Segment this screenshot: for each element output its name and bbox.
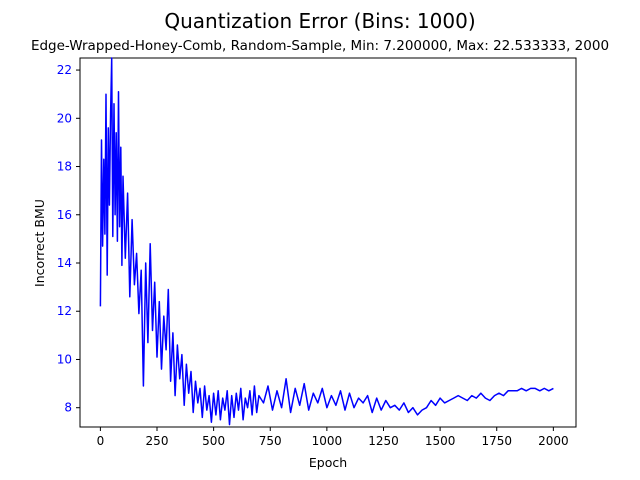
x-tick-label: 1000 — [312, 434, 343, 448]
x-tick-label: 1500 — [425, 434, 456, 448]
chart-subtitle: Edge-Wrapped-Honey-Comb, Random-Sample, … — [31, 38, 609, 54]
x-axis: 0 250 500 750 1000 1250 1500 1750 2000 — [97, 427, 569, 448]
y-tick-label: 18 — [57, 160, 72, 174]
x-tick-label: 500 — [202, 434, 225, 448]
chart-title: Quantization Error (Bins: 1000) — [164, 9, 475, 33]
y-tick-label: 8 — [64, 401, 72, 415]
y-tick-label: 10 — [57, 352, 72, 366]
x-tick-label: 750 — [259, 434, 282, 448]
y-axis: 8 10 12 14 16 18 20 22 — [57, 63, 80, 415]
x-tick-label: 0 — [97, 434, 105, 448]
y-axis-label: Incorrect BMU — [32, 199, 47, 287]
x-tick-label: 250 — [146, 434, 169, 448]
series-layer — [99, 57, 554, 426]
plot-area — [79, 57, 577, 428]
y-tick-label: 16 — [57, 208, 72, 222]
y-tick-label: 12 — [57, 304, 72, 318]
x-tick-label: 2000 — [538, 434, 569, 448]
series-line — [99, 57, 554, 426]
y-tick-label: 22 — [57, 63, 72, 77]
y-tick-label: 14 — [57, 256, 72, 270]
x-tick-label: 1250 — [368, 434, 399, 448]
x-axis-label: Epoch — [309, 455, 347, 470]
y-tick-label: 20 — [57, 111, 72, 125]
x-tick-label: 1750 — [481, 434, 512, 448]
